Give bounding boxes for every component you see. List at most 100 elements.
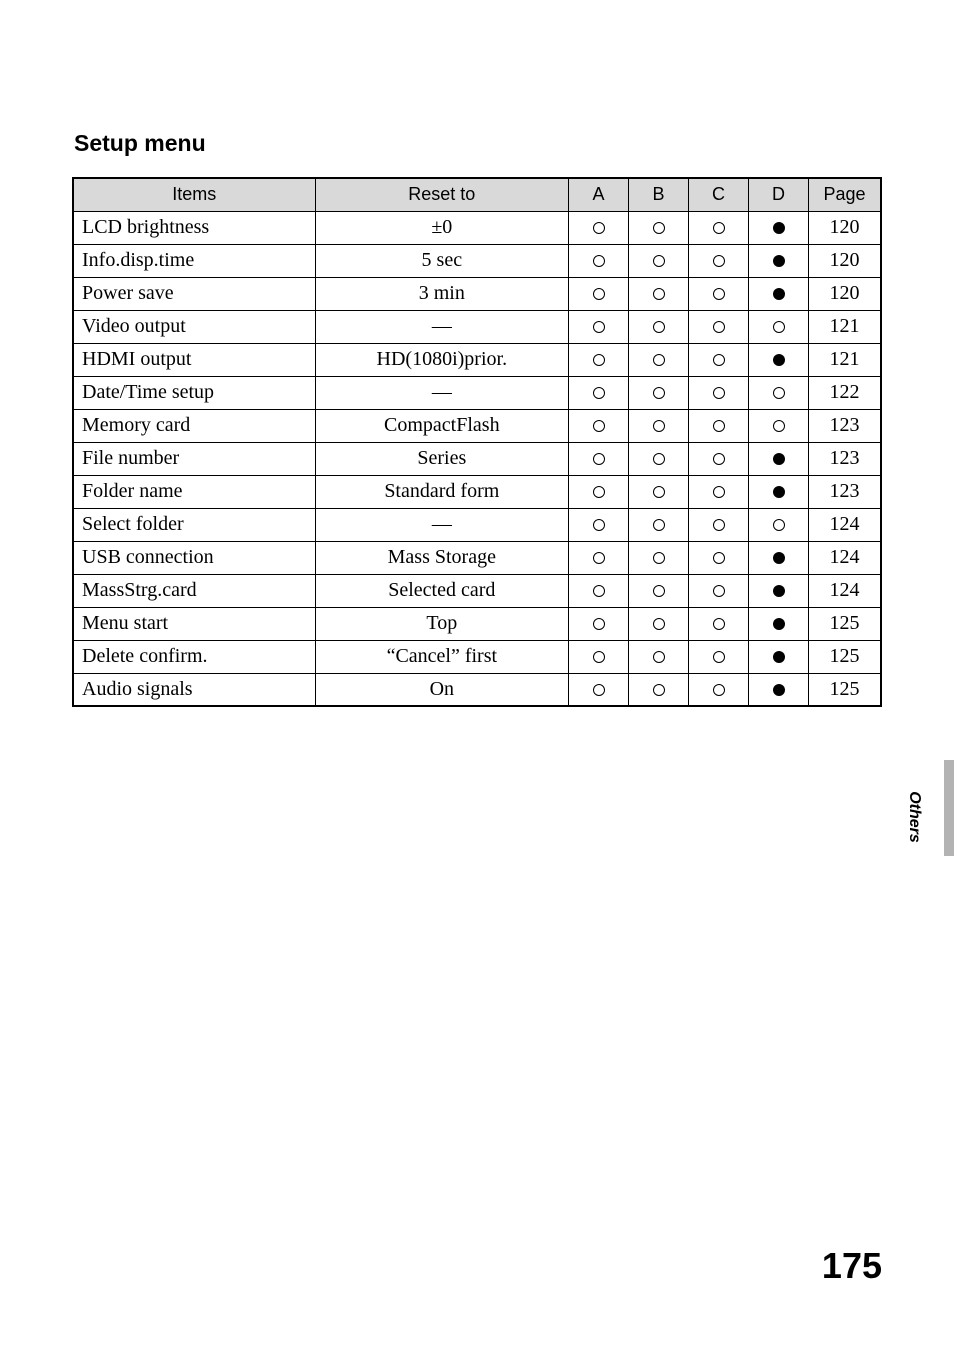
marker-open-icon: [653, 354, 665, 366]
mark-cell-c: [689, 211, 749, 244]
reset-cell: Series: [315, 442, 568, 475]
marker-open-icon: [593, 585, 605, 597]
mark-cell-d: [749, 376, 809, 409]
mark-cell-d: [749, 277, 809, 310]
table-row: Power save3 min120: [73, 277, 881, 310]
table-row: Date/Time setup—122: [73, 376, 881, 409]
mark-cell-a: [569, 409, 629, 442]
item-cell: LCD brightness: [73, 211, 315, 244]
marker-open-icon: [653, 486, 665, 498]
table-row: Menu startTop125: [73, 607, 881, 640]
reset-cell: Standard form: [315, 475, 568, 508]
marker-open-icon: [713, 255, 725, 267]
marker-filled-icon: [773, 354, 785, 366]
marker-open-icon: [653, 387, 665, 399]
marker-open-icon: [713, 651, 725, 663]
marker-open-icon: [593, 684, 605, 696]
mark-cell-b: [629, 376, 689, 409]
section-title: Setup menu: [74, 130, 882, 157]
mark-cell-d: [749, 541, 809, 574]
marker-open-icon: [713, 684, 725, 696]
marker-open-icon: [593, 486, 605, 498]
table-row: Info.disp.time5 sec120: [73, 244, 881, 277]
mark-cell-c: [689, 409, 749, 442]
item-cell: Select folder: [73, 508, 315, 541]
mark-cell-c: [689, 673, 749, 706]
marker-open-icon: [653, 684, 665, 696]
table-row: USB connectionMass Storage 124: [73, 541, 881, 574]
marker-open-icon: [713, 222, 725, 234]
mark-cell-c: [689, 310, 749, 343]
marker-open-icon: [653, 618, 665, 630]
reset-cell: —: [315, 508, 568, 541]
item-cell: Folder name: [73, 475, 315, 508]
mark-cell-a: [569, 508, 629, 541]
mark-cell-c: [689, 277, 749, 310]
mark-cell-b: [629, 574, 689, 607]
marker-open-icon: [713, 552, 725, 564]
item-cell: File number: [73, 442, 315, 475]
marker-open-icon: [593, 618, 605, 630]
mark-cell-d: [749, 409, 809, 442]
marker-open-icon: [653, 321, 665, 333]
mark-cell-a: [569, 673, 629, 706]
reset-cell: ±0: [315, 211, 568, 244]
marker-open-icon: [593, 651, 605, 663]
reset-cell: Top: [315, 607, 568, 640]
reset-cell: HD(1080i)prior.: [315, 343, 568, 376]
mark-cell-a: [569, 475, 629, 508]
item-cell: Audio signals: [73, 673, 315, 706]
reset-cell: 5 sec: [315, 244, 568, 277]
marker-open-icon: [713, 420, 725, 432]
marker-open-icon: [593, 288, 605, 300]
mark-cell-d: [749, 343, 809, 376]
table-row: Delete confirm.“Cancel” first125: [73, 640, 881, 673]
marker-filled-icon: [773, 453, 785, 465]
marker-open-icon: [593, 354, 605, 366]
page: Setup menu Items Reset to A B C D Page L…: [0, 0, 954, 1357]
marker-open-icon: [713, 453, 725, 465]
table-row: Folder nameStandard form 123: [73, 475, 881, 508]
page-cell: 123: [809, 409, 881, 442]
reset-cell: Mass Storage: [315, 541, 568, 574]
marker-open-icon: [713, 354, 725, 366]
marker-open-icon: [713, 519, 725, 531]
page-cell: 120: [809, 211, 881, 244]
marker-open-icon: [713, 486, 725, 498]
page-cell: 124: [809, 508, 881, 541]
page-cell: 125: [809, 673, 881, 706]
page-cell: 120: [809, 244, 881, 277]
mark-cell-c: [689, 244, 749, 277]
mark-cell-c: [689, 607, 749, 640]
mark-cell-d: [749, 211, 809, 244]
marker-open-icon: [653, 585, 665, 597]
mark-cell-c: [689, 508, 749, 541]
marker-filled-icon: [773, 255, 785, 267]
mark-cell-a: [569, 310, 629, 343]
table-row: Audio signalsOn125: [73, 673, 881, 706]
page-cell: 124: [809, 541, 881, 574]
header-items: Items: [73, 178, 315, 211]
mark-cell-b: [629, 607, 689, 640]
mark-cell-b: [629, 475, 689, 508]
mark-cell-c: [689, 442, 749, 475]
side-tab-label: Others: [905, 791, 923, 843]
item-cell: MassStrg.card: [73, 574, 315, 607]
mark-cell-d: [749, 310, 809, 343]
marker-filled-icon: [773, 651, 785, 663]
mark-cell-a: [569, 541, 629, 574]
page-cell: 122: [809, 376, 881, 409]
mark-cell-a: [569, 640, 629, 673]
item-cell: Memory card: [73, 409, 315, 442]
reset-cell: “Cancel” first: [315, 640, 568, 673]
setup-menu-table: Items Reset to A B C D Page LCD brightne…: [72, 177, 882, 707]
item-cell: USB connection: [73, 541, 315, 574]
side-tab: Others: [928, 760, 954, 856]
reset-cell: —: [315, 376, 568, 409]
marker-filled-icon: [773, 552, 785, 564]
page-cell: 123: [809, 475, 881, 508]
page-cell: 125: [809, 640, 881, 673]
mark-cell-a: [569, 376, 629, 409]
page-cell: 121: [809, 310, 881, 343]
marker-open-icon: [773, 519, 785, 531]
